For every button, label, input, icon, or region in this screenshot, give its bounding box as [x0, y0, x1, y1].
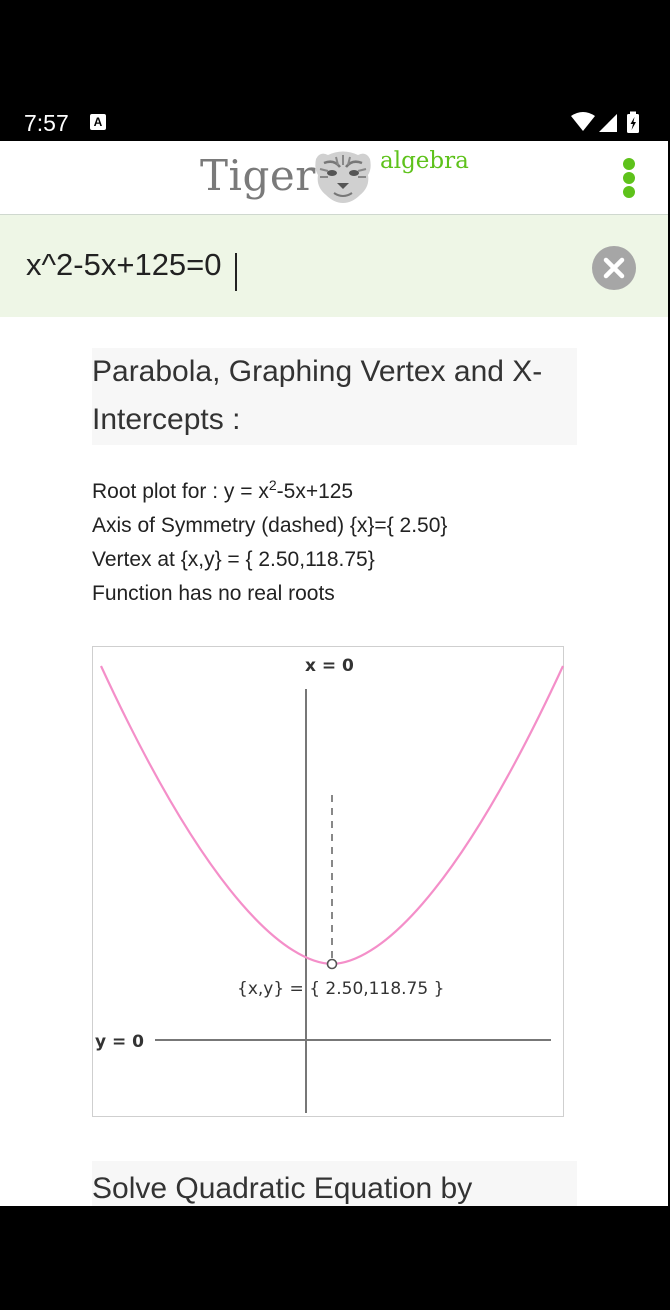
tiger-logo-icon [315, 151, 371, 203]
more-options-button[interactable] [612, 153, 646, 201]
root-plot-exponent: 2 [268, 477, 277, 493]
graph-canvas: x = 0 y = 0 {x,y} = { 2.50,118.75 } [95, 656, 564, 1113]
heading-line-1: Parabola, Graphing Vertex and X- [92, 355, 543, 388]
vertex-point [326, 958, 338, 970]
system-icons [570, 111, 646, 135]
root-plot-prefix: Root plot for : y = x [92, 480, 269, 503]
clear-button[interactable] [592, 246, 636, 290]
parabola-graph: x = 0 y = 0 {x,y} = { 2.50,118.75 } [92, 646, 564, 1117]
logo-accent-text: algebra [380, 148, 469, 174]
vertex-line: Vertex at {x,y} = { 2.50,118.75} [92, 548, 375, 571]
section-heading-parabola: Parabola, Graphing Vertex and X- Interce… [92, 348, 577, 445]
signal-icon [599, 114, 617, 132]
vertex-label: {x,y} = { 2.50,118.75 } [237, 979, 444, 999]
more-vert-icon [623, 158, 635, 170]
y-axis-label: y = 0 [95, 1032, 144, 1052]
wifi-icon [571, 112, 595, 131]
app-frame: Tiger algebra Parabola, Graphing Vertex … [0, 141, 668, 1206]
heading-line-2: Intercepts : [92, 403, 241, 436]
logo-text: Tiger [200, 151, 316, 200]
equation-input-bar [0, 215, 668, 317]
roots-line: Function has no real roots [92, 582, 335, 605]
solve-heading-text: Solve Quadratic Equation by [92, 1172, 473, 1205]
root-plot-line: Root plot for : y = x2-5x+125 [92, 475, 572, 509]
close-icon [603, 257, 625, 279]
x-axis-label: x = 0 [305, 656, 354, 676]
app-header: Tiger algebra [0, 141, 668, 215]
battery-icon [627, 111, 639, 133]
notification-icon: A [90, 114, 106, 130]
section-heading-solve: Solve Quadratic Equation by [92, 1161, 577, 1206]
equation-input[interactable] [26, 241, 566, 289]
status-bar: 7:57 A [0, 103, 670, 141]
axis-of-symmetry-line: Axis of Symmetry (dashed) {x}={ 2.50} [92, 514, 448, 537]
root-plot-suffix: -5x+125 [276, 480, 354, 503]
parabola-info: Root plot for : y = x2-5x+125 Axis of Sy… [92, 475, 572, 611]
status-time: 7:57 [24, 110, 69, 136]
more-vert-icon-dot-2 [623, 172, 635, 184]
more-vert-icon-dot-3 [623, 186, 635, 198]
text-caret [235, 253, 237, 291]
